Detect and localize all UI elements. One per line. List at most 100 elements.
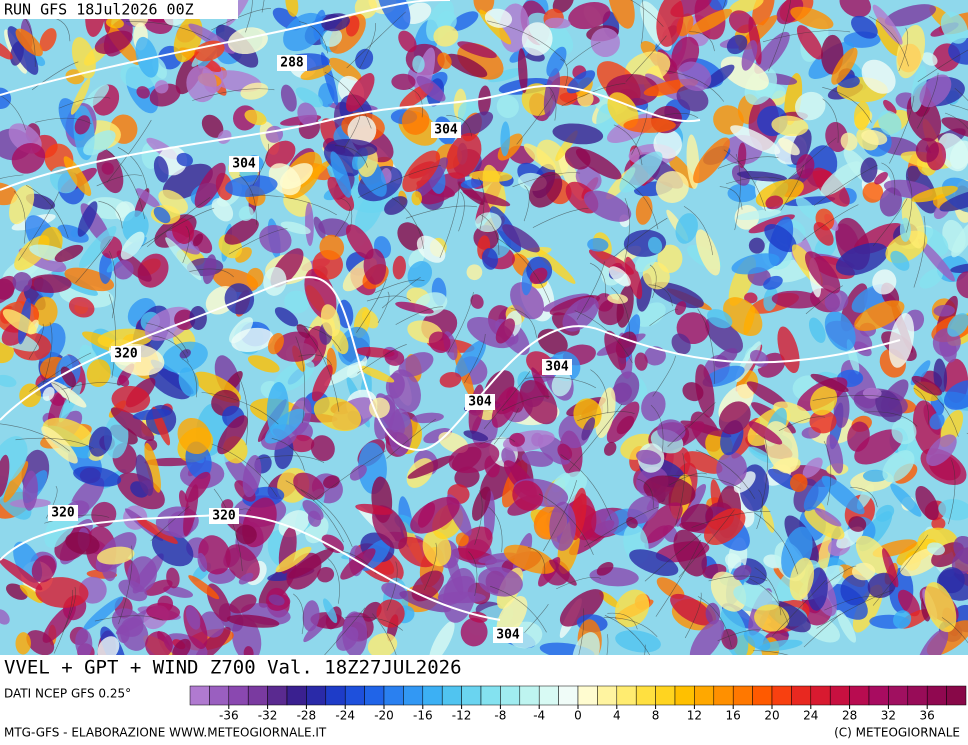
field-blob bbox=[88, 426, 113, 457]
field-blob bbox=[136, 86, 150, 99]
streamline bbox=[94, 615, 164, 622]
field-blob bbox=[804, 509, 845, 540]
field-blob bbox=[835, 242, 889, 276]
geopotential-contour bbox=[0, 84, 701, 191]
streamline bbox=[359, 23, 376, 69]
field-blob bbox=[240, 82, 269, 100]
field-blob bbox=[473, 0, 495, 15]
streamline bbox=[649, 264, 657, 298]
streamline bbox=[479, 437, 515, 445]
streamline bbox=[756, 489, 763, 530]
streamline bbox=[29, 352, 92, 392]
field-blob bbox=[376, 599, 405, 628]
field-blob bbox=[705, 317, 744, 354]
streamline bbox=[771, 580, 826, 637]
field-blob bbox=[416, 75, 446, 102]
field-blob bbox=[165, 237, 202, 281]
field-blob bbox=[771, 115, 809, 137]
field-blob bbox=[941, 117, 968, 140]
field-blob bbox=[653, 129, 682, 159]
streamline bbox=[578, 608, 585, 655]
streamline bbox=[298, 354, 332, 366]
field-blob bbox=[324, 361, 365, 387]
field-blob bbox=[466, 264, 483, 281]
field-blob bbox=[947, 313, 968, 337]
field-blob bbox=[39, 28, 57, 52]
field-blob bbox=[824, 290, 849, 313]
field-blob bbox=[896, 24, 926, 79]
streamline bbox=[914, 379, 959, 437]
field-blob bbox=[120, 231, 145, 260]
field-blob bbox=[287, 548, 334, 579]
field-blob bbox=[42, 386, 55, 401]
streamline bbox=[295, 336, 306, 423]
colorbar-swatch bbox=[519, 685, 540, 706]
field-blob bbox=[86, 359, 111, 388]
field-blob bbox=[445, 132, 482, 179]
field-blob bbox=[407, 261, 433, 288]
field-blob bbox=[415, 157, 448, 198]
streamline bbox=[15, 437, 94, 449]
field-blob bbox=[454, 340, 486, 378]
field-blob bbox=[523, 143, 556, 170]
field-blob bbox=[183, 484, 199, 537]
streamline bbox=[245, 0, 253, 33]
field-blob bbox=[83, 130, 116, 156]
contour-label: 304 bbox=[545, 360, 569, 375]
field-blob bbox=[627, 495, 659, 524]
field-blob bbox=[377, 0, 411, 30]
field-blob bbox=[322, 28, 343, 47]
streamline bbox=[181, 358, 197, 398]
field-blob bbox=[392, 255, 406, 280]
streamline bbox=[483, 371, 531, 430]
field-blob bbox=[296, 324, 311, 339]
colorbar-tick-label: -20 bbox=[374, 709, 394, 723]
field-blob bbox=[736, 171, 788, 182]
streamline bbox=[589, 262, 607, 298]
field-blob bbox=[549, 559, 577, 586]
field-blob bbox=[529, 267, 548, 285]
field-blob bbox=[450, 11, 479, 31]
field-blob bbox=[411, 191, 422, 206]
field-blob bbox=[790, 6, 834, 30]
field-blob bbox=[460, 179, 483, 189]
field-blob bbox=[917, 238, 955, 282]
field-blob bbox=[221, 499, 234, 511]
streamline bbox=[667, 402, 716, 447]
field-blob bbox=[764, 224, 797, 253]
field-blob bbox=[433, 25, 459, 47]
streamline bbox=[62, 586, 76, 633]
colorbar-swatch bbox=[752, 685, 773, 706]
streamline bbox=[324, 607, 366, 655]
streamline bbox=[512, 172, 581, 188]
field-blob bbox=[583, 190, 632, 222]
streamline bbox=[719, 186, 743, 210]
field-blob bbox=[670, 593, 713, 626]
streamline bbox=[493, 407, 519, 445]
field-blob bbox=[132, 408, 171, 420]
field-blob bbox=[153, 206, 171, 224]
colorbar-swatch bbox=[577, 685, 598, 706]
field-blob bbox=[810, 373, 849, 393]
streamline bbox=[556, 576, 602, 590]
field-blob bbox=[634, 352, 648, 371]
field-blob bbox=[478, 566, 523, 597]
field-blob bbox=[729, 0, 764, 14]
streamline bbox=[366, 295, 412, 302]
field-blob bbox=[469, 170, 513, 182]
colorbar-tick-label: 16 bbox=[726, 709, 741, 723]
streamline bbox=[59, 96, 111, 109]
footer-right: (C) METEOGIORNALE bbox=[834, 726, 960, 740]
streamline bbox=[695, 449, 756, 499]
field-blob bbox=[851, 15, 878, 39]
streamline bbox=[61, 382, 124, 390]
field-blob bbox=[423, 428, 453, 444]
streamline bbox=[584, 506, 659, 548]
streamline bbox=[543, 480, 577, 552]
field-blob bbox=[826, 434, 844, 474]
field-blob bbox=[915, 485, 939, 520]
streamline bbox=[651, 112, 699, 119]
field-blob bbox=[748, 421, 783, 445]
colorbar-swatch bbox=[480, 685, 501, 706]
field-blob bbox=[429, 621, 455, 655]
